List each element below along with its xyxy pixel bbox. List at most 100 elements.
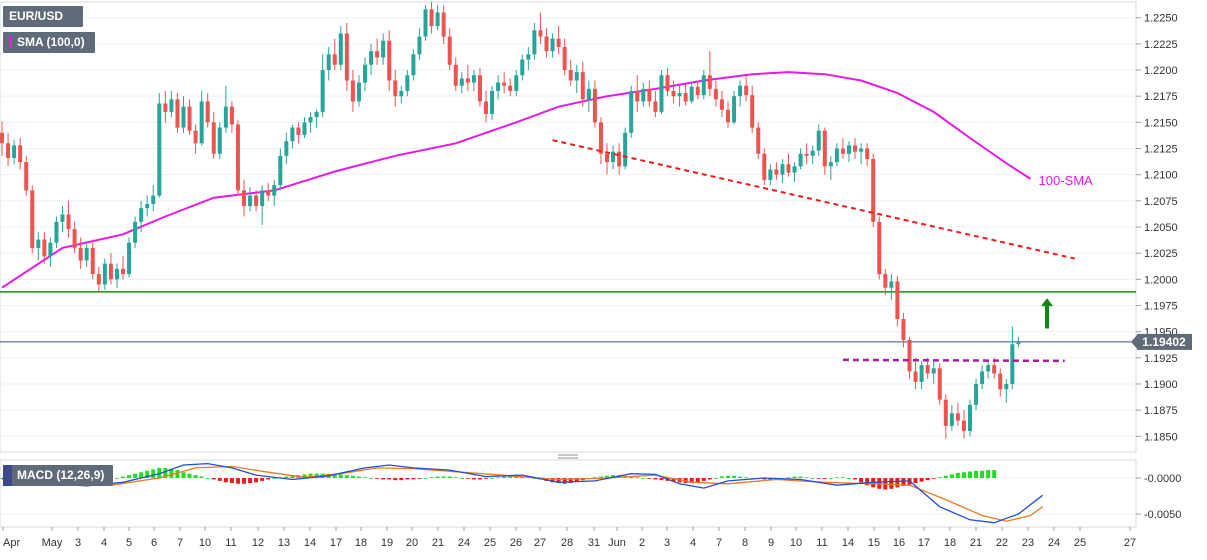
candle-body	[968, 404, 972, 432]
candle-body	[514, 75, 519, 91]
macd-histogram-bar	[816, 478, 821, 479]
candle-body	[284, 141, 289, 156]
macd-histogram-bar	[205, 478, 210, 479]
time-tick-label: 4	[101, 537, 107, 549]
candle-body	[223, 106, 228, 128]
candle-body	[381, 40, 386, 58]
macd-histogram-bar	[235, 478, 240, 484]
macd-histogram-bar	[163, 467, 168, 479]
price-tick-label: 1.2175	[1144, 91, 1178, 103]
macd-histogram-bar	[181, 472, 186, 479]
candle-body	[471, 75, 476, 83]
macd-histogram-bar	[968, 471, 972, 479]
time-tick-label: 16	[893, 537, 905, 549]
candle-body	[447, 36, 452, 65]
candle-body	[816, 130, 821, 151]
candle-body	[0, 132, 4, 144]
macd-histogram-bar	[828, 478, 833, 479]
price-tick-label: 1.1925	[1144, 353, 1178, 365]
candle-body	[441, 12, 446, 37]
candle-body	[133, 221, 138, 243]
candle-body	[114, 268, 119, 280]
candle-body	[744, 85, 749, 96]
macd-histogram-bar	[308, 473, 313, 479]
macd-histogram-bar	[726, 475, 730, 479]
candle-body	[532, 30, 537, 55]
price-tick-label: 1.2100	[1144, 170, 1178, 182]
candle-body	[465, 78, 470, 83]
candle-body	[290, 127, 295, 142]
price-tick-label: 1.2050	[1144, 222, 1178, 234]
macd-histogram-bar	[242, 478, 246, 484]
candle-body	[877, 221, 882, 275]
candle-body	[629, 90, 634, 133]
candle-body	[12, 145, 17, 158]
macd-histogram-bar	[453, 477, 458, 479]
candle-body	[598, 122, 603, 154]
macd-histogram-bar	[847, 478, 851, 479]
candle-body	[865, 148, 870, 159]
macd-histogram-bar	[229, 478, 234, 484]
candle-body	[502, 82, 507, 86]
candle-body	[943, 399, 948, 426]
price-tag	[1137, 333, 1192, 350]
candle-body	[635, 90, 640, 102]
price-tick-label: 1.2150	[1144, 117, 1178, 129]
candle-body	[919, 365, 924, 382]
candle-body	[435, 12, 440, 27]
candle-body	[592, 88, 597, 123]
time-tick-label: 27	[534, 537, 546, 549]
macd-histogram-bar	[611, 475, 616, 479]
candle-body	[508, 85, 513, 91]
time-tick-label: 18	[355, 537, 367, 549]
macd-histogram-bar	[992, 470, 997, 479]
candle-body	[647, 88, 652, 102]
candle-body	[429, 9, 434, 27]
candle-body	[653, 101, 658, 112]
time-tick-label: 4	[690, 537, 696, 549]
time-tick-label: 13	[278, 537, 290, 549]
macd-histogram-bar	[707, 478, 712, 480]
candle-body	[1016, 342, 1021, 345]
candle-body	[895, 281, 900, 320]
macd-histogram-bar	[290, 475, 295, 479]
sma-legend[interactable]: SMA (100,0)	[3, 32, 95, 53]
macd-histogram-bar	[217, 478, 222, 481]
candle-body	[24, 162, 29, 191]
candle-body	[828, 162, 833, 167]
candle-body	[750, 95, 755, 128]
macd-histogram-bar	[562, 478, 567, 484]
macd-histogram-bar	[865, 478, 870, 486]
macd-histogram-bar	[798, 476, 803, 479]
candle-body	[580, 72, 585, 100]
symbol-legend[interactable]: EUR/USD	[3, 6, 83, 27]
time-tick-label: 7	[716, 537, 722, 549]
macd-histogram-bar	[834, 477, 839, 479]
macd-signal-line	[1, 465, 1043, 522]
candle-body	[496, 82, 501, 91]
macd-histogram-bar	[792, 476, 797, 479]
sma-legend-label: SMA (100,0)	[17, 35, 85, 49]
candle-body	[102, 263, 107, 285]
candle-body	[822, 130, 827, 167]
candle-body	[66, 214, 71, 230]
macd-histogram-bar	[459, 478, 464, 479]
macd-legend[interactable]: MACD (12,26,9)	[3, 465, 113, 486]
candle-body	[810, 150, 815, 156]
price-tick-label: 1.1975	[1144, 300, 1178, 312]
macd-histogram-bar	[350, 475, 355, 479]
macd-histogram-bar	[187, 473, 192, 479]
time-tick-label: 28	[561, 537, 573, 549]
macd-histogram-bar	[840, 477, 845, 479]
candle-body	[719, 99, 724, 110]
macd-histogram-bar	[955, 472, 960, 479]
candle-body	[847, 145, 851, 154]
price-tick-label: 1.2200	[1144, 65, 1178, 77]
time-tick-label: 9	[768, 537, 774, 549]
candle-body	[780, 164, 785, 175]
macd-histogram-bar	[901, 478, 906, 486]
candle-body	[974, 383, 979, 405]
macd-histogram-bar	[762, 478, 767, 480]
price-tag-label: 1.19402	[1142, 335, 1186, 349]
